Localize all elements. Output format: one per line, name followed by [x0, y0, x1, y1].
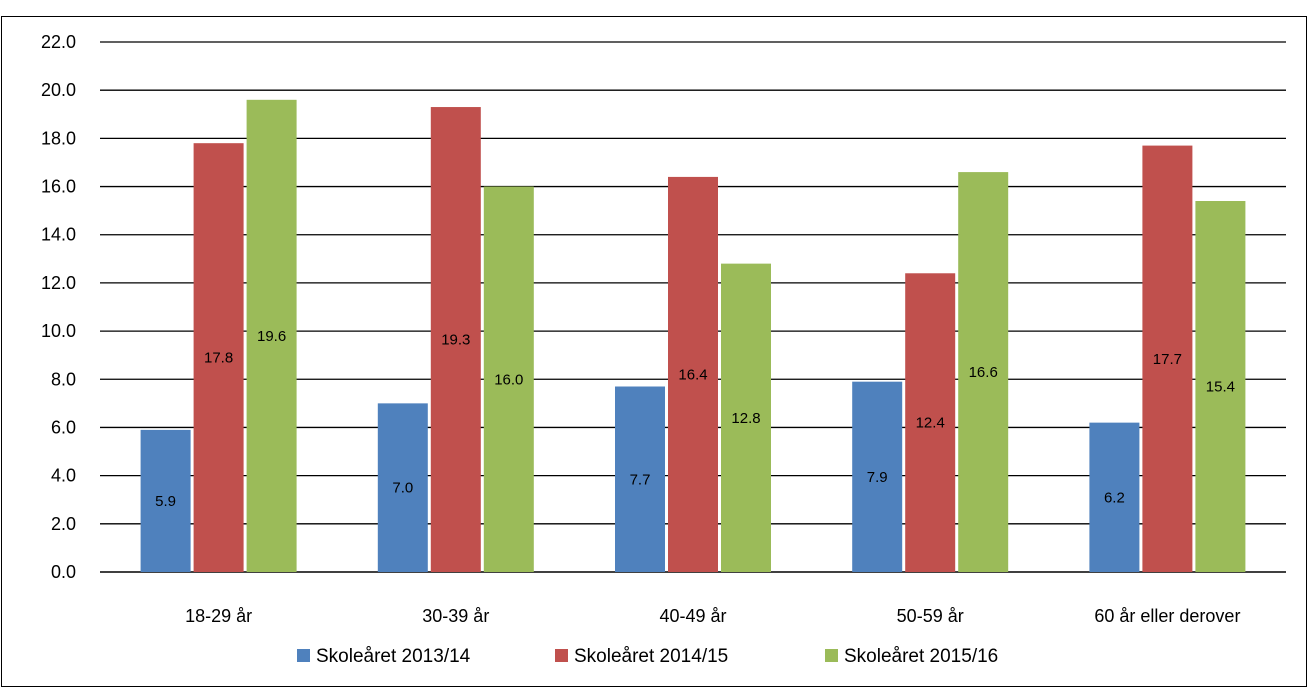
legend-swatch: [297, 649, 310, 662]
bar: [615, 386, 665, 572]
bar: [958, 172, 1009, 572]
bar: [852, 381, 903, 572]
x-tick-label: 18-29 år: [185, 606, 252, 626]
legend: Skoleåret 2013/14 Skoleåret 2014/15 Skoleå…: [297, 646, 998, 667]
value-labels: 5.9 17.8 19.6 7.0 19.3 16.0 7.7 16.4 12.8 7.9 12.4…: [155, 328, 1235, 510]
y-tick-label: 14.0: [41, 225, 76, 245]
x-tick-label: 50-59 år: [897, 606, 964, 626]
y-tick-label: 12.0: [41, 273, 76, 293]
legend-swatch: [555, 649, 568, 662]
x-axis-labels: 18-29 år 30-39 år 40-49 år 50-59 år 60 år el…: [185, 606, 1240, 626]
data-label: 16.4: [678, 366, 707, 383]
data-label: 19.3: [441, 332, 470, 349]
bar: [1195, 201, 1246, 572]
data-label: 7.9: [867, 469, 888, 486]
bar: [377, 403, 428, 572]
data-label: 15.4: [1206, 379, 1235, 396]
data-label: 6.2: [1104, 489, 1125, 506]
bar: [721, 263, 771, 572]
data-label: 12.4: [916, 415, 945, 432]
data-label: 5.9: [155, 493, 176, 510]
y-tick-label: 10.0: [41, 321, 76, 341]
bars: [140, 99, 1246, 573]
y-tick-label: 20.0: [41, 80, 76, 100]
y-tick-label: 6.0: [51, 417, 76, 437]
data-label: 7.7: [630, 471, 651, 488]
data-label: 16.0: [494, 371, 523, 388]
y-tick-label: 8.0: [51, 369, 76, 389]
y-tick-label: 16.0: [41, 177, 76, 197]
data-label: 19.6: [257, 328, 286, 345]
data-label: 12.8: [731, 410, 760, 427]
bar: [193, 143, 244, 572]
data-label: 16.6: [969, 364, 998, 381]
y-tick-label: 22.0: [41, 32, 76, 52]
y-tick-label: 2.0: [51, 514, 76, 534]
data-label: 17.8: [204, 350, 233, 367]
y-axis-ticks: 0.0 2.0 4.0 6.0 8.0 10.0 12.0 14.0 16.0 18.0 20.0 2…: [41, 32, 76, 582]
legend-label: Skoleåret 2015/16: [844, 646, 998, 667]
bar: [905, 273, 956, 572]
legend-label: Skoleåret 2014/15: [574, 646, 728, 667]
legend-swatch: [825, 649, 838, 662]
bar: [668, 176, 718, 572]
x-tick-label: 60 år eller derover: [1094, 606, 1240, 626]
bar: [140, 429, 191, 572]
bar: [1089, 422, 1140, 572]
bar: [246, 99, 297, 573]
y-tick-label: 0.0: [51, 562, 76, 582]
data-label: 17.7: [1153, 351, 1182, 368]
bar: [430, 107, 481, 572]
x-tick-label: 30-39 år: [422, 606, 489, 626]
x-tick-label: 40-49 år: [659, 606, 726, 626]
y-tick-label: 4.0: [51, 466, 76, 486]
data-label: 7.0: [392, 480, 413, 497]
legend-label: Skoleåret 2013/14: [316, 646, 471, 667]
y-tick-label: 18.0: [41, 128, 76, 148]
bar: [1142, 145, 1193, 572]
bar: [483, 186, 534, 572]
